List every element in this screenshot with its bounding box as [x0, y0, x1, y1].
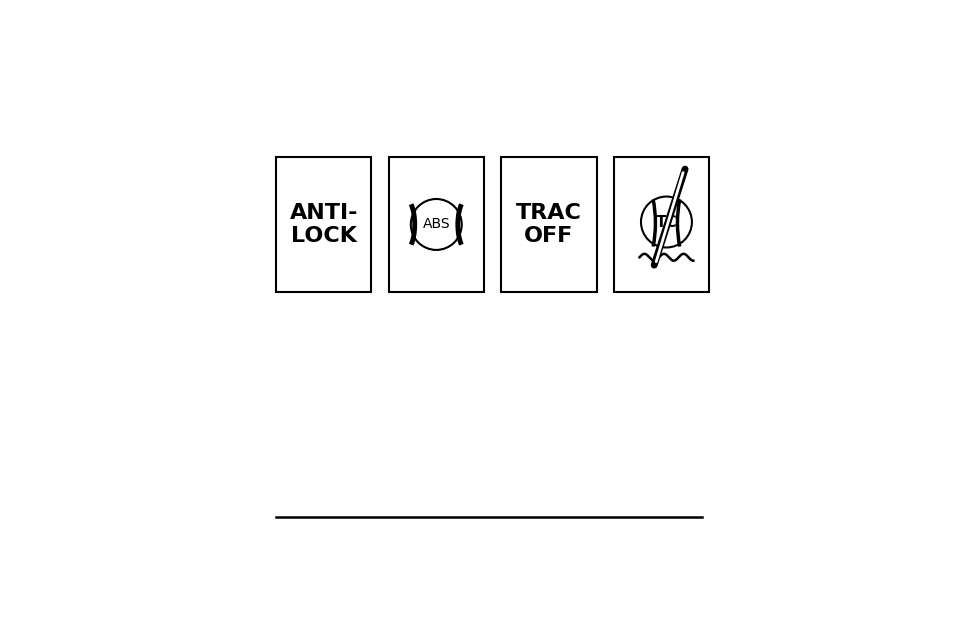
Bar	[275, 157, 371, 292]
Bar	[613, 157, 709, 292]
Bar	[388, 157, 483, 292]
Text: ABS: ABS	[422, 218, 450, 232]
Bar	[500, 157, 596, 292]
Text: ANTI-
LOCK: ANTI- LOCK	[289, 203, 357, 246]
Text: TRAC
OFF: TRAC OFF	[516, 203, 581, 246]
Text: TC: TC	[655, 214, 677, 230]
